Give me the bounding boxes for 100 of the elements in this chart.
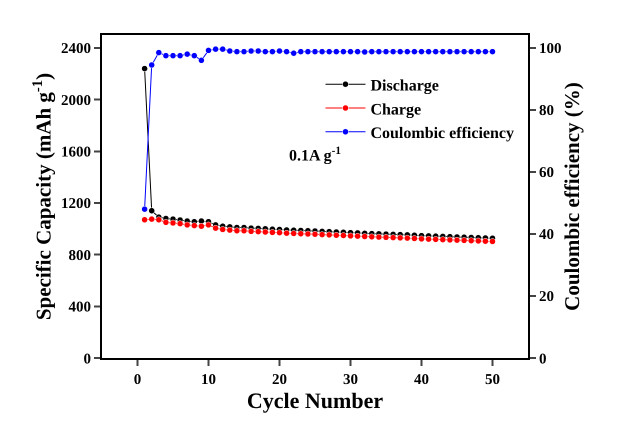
- point: [354, 232, 361, 240]
- point: [475, 48, 482, 55]
- point: [141, 65, 148, 72]
- x-tick-label: 50: [485, 372, 500, 388]
- point: [234, 48, 240, 55]
- point: [418, 48, 425, 55]
- point: [141, 206, 148, 212]
- point: [368, 48, 376, 55]
- point: [489, 238, 496, 245]
- point: [396, 234, 404, 242]
- point: [347, 232, 354, 240]
- point: [248, 228, 254, 235]
- y2-tick-label: 0: [539, 351, 546, 368]
- point: [390, 48, 396, 55]
- point: [304, 230, 312, 238]
- legend-label: Coulombic efficiency: [370, 125, 514, 142]
- point: [254, 228, 262, 235]
- point: [191, 52, 198, 59]
- point: [361, 48, 368, 56]
- x-axis-title: Cycle Number: [246, 388, 384, 413]
- point: [440, 236, 446, 243]
- y-tick-label: 2000: [61, 92, 91, 109]
- y2-tick-label: 20: [539, 289, 554, 306]
- point: [212, 46, 219, 52]
- point: [312, 48, 318, 55]
- point: [390, 234, 396, 241]
- point: [432, 48, 439, 55]
- point: [184, 222, 190, 228]
- point: [170, 220, 176, 226]
- point: [198, 218, 205, 224]
- y2-tick-label: 60: [539, 165, 554, 182]
- point: [226, 226, 234, 234]
- point: [205, 47, 212, 54]
- point: [240, 48, 248, 55]
- point: [176, 220, 184, 227]
- point: [226, 48, 234, 54]
- y2-axis-title: Coulombic efficiency (%): [560, 82, 584, 311]
- point: [440, 48, 446, 55]
- x-tick-label: 40: [414, 372, 429, 388]
- point: [432, 236, 439, 243]
- legend-label: Charge: [370, 101, 422, 118]
- point: [489, 48, 496, 55]
- point: [170, 52, 176, 59]
- point: [460, 48, 468, 55]
- y2-tick-label: 40: [539, 227, 554, 244]
- point: [361, 233, 368, 240]
- point: [162, 52, 170, 59]
- x-tick-label: 20: [272, 372, 287, 388]
- point: [162, 219, 170, 226]
- point: [254, 48, 262, 54]
- point: [148, 207, 155, 214]
- point: [326, 48, 332, 55]
- point: [212, 224, 219, 232]
- y-tick-label: 800: [68, 248, 91, 264]
- point: [269, 48, 276, 55]
- point: [234, 227, 240, 234]
- point: [184, 50, 190, 58]
- annotation: 0.1A g$^{-1}$: [289, 145, 342, 165]
- point: [276, 229, 283, 236]
- point: [340, 232, 347, 239]
- point: [382, 234, 390, 241]
- point: [318, 48, 326, 55]
- point: [411, 48, 418, 55]
- point: [298, 230, 304, 237]
- y-tick-label: 2400: [61, 41, 91, 58]
- point: [468, 48, 474, 55]
- point: [460, 237, 468, 244]
- point: [198, 222, 205, 230]
- y-tick-label: 400: [68, 300, 91, 316]
- point: [404, 234, 411, 242]
- point: [347, 48, 354, 55]
- y2-tick-label: 100: [539, 41, 562, 58]
- point: [219, 226, 226, 233]
- point: [446, 236, 454, 244]
- point: [425, 48, 432, 55]
- point: [141, 216, 148, 224]
- point: [269, 229, 276, 236]
- point: [262, 48, 269, 55]
- point: [475, 238, 482, 244]
- point: [333, 232, 340, 239]
- point: [454, 236, 460, 244]
- point: [176, 52, 184, 59]
- point: [376, 48, 382, 55]
- point: [191, 222, 198, 229]
- point: [454, 48, 460, 55]
- point: [290, 230, 297, 237]
- point: [333, 48, 340, 55]
- x-tick-label: 0: [134, 372, 142, 388]
- point: [290, 50, 297, 56]
- y-tick-label: 1600: [61, 144, 91, 161]
- point: [340, 48, 347, 55]
- point: [240, 227, 248, 234]
- point: [205, 222, 212, 228]
- point: [376, 234, 382, 240]
- point: [326, 232, 332, 238]
- point: [198, 57, 205, 64]
- point: [148, 62, 155, 68]
- point: [156, 216, 162, 224]
- x-tick-label: 10: [201, 372, 216, 388]
- point: [283, 48, 290, 55]
